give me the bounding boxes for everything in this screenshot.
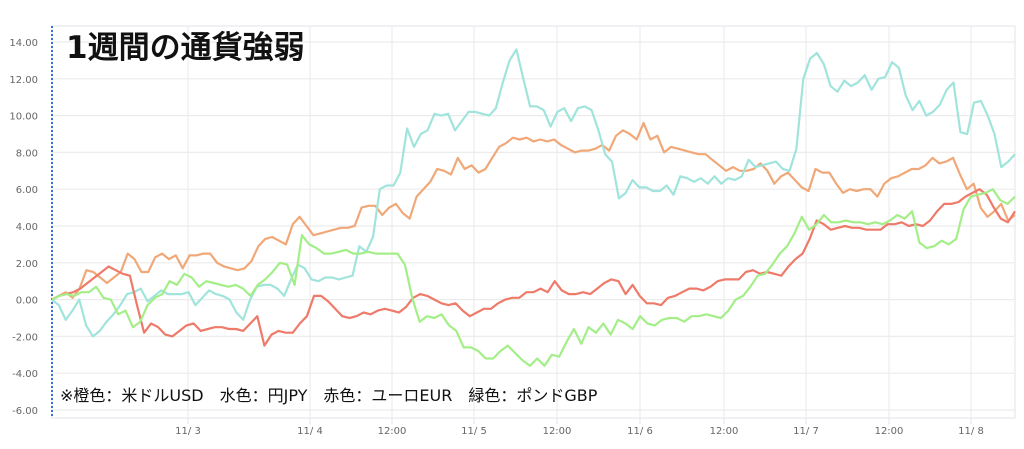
- y-tick-label: -6.00: [12, 406, 38, 417]
- x-tick-label: 11/ 4: [297, 426, 323, 437]
- y-tick-label: 12.00: [9, 75, 38, 86]
- x-tick-label: 12:00: [543, 426, 572, 437]
- y-tick-label: 0.00: [16, 296, 38, 307]
- y-axis: 14.00 12.00 10.00 8.00 6.00 4.00 2.00 0.00 -2.00…: [9, 26, 53, 418]
- y-tick-label: 2.00: [16, 259, 38, 270]
- y-tick-label: 10.00: [9, 112, 38, 123]
- legend-annotation: ※橙色：米ドルUSD 水色：円JPY 赤色：ユーロEUR 緑色：ポンドGBP: [60, 386, 598, 405]
- x-tick-label: 11/ 5: [461, 426, 487, 437]
- x-tick-label: 11/ 8: [958, 426, 984, 437]
- x-tick-label: 12:00: [378, 426, 407, 437]
- series-line-1: [51, 48, 1016, 338]
- x-tick-label: 11/ 7: [793, 426, 819, 437]
- x-axis: 11/ 3 11/ 4 12:00 11/ 5 12:00 11/ 6 12:00 11/ 7…: [175, 426, 984, 437]
- x-tick-label: 12:00: [710, 426, 739, 437]
- series-group: [51, 48, 1016, 367]
- x-tick-label: 11/ 3: [175, 426, 201, 437]
- y-tick-label: 8.00: [16, 148, 38, 159]
- series-line-0: [51, 121, 1016, 301]
- y-tick-label: 4.00: [16, 222, 38, 233]
- y-tick-label: 14.00: [9, 38, 38, 49]
- y-tick-label: -2.00: [12, 332, 38, 343]
- y-tick-label: 6.00: [16, 185, 38, 196]
- chart-title: 1週間の通貨強弱: [66, 30, 305, 66]
- y-tick-label: -4.00: [12, 369, 38, 380]
- series-line-3: [51, 188, 1016, 367]
- x-tick-label: 12:00: [875, 426, 904, 437]
- series-line-2: [51, 188, 1016, 347]
- x-tick-label: 11/ 6: [627, 426, 653, 437]
